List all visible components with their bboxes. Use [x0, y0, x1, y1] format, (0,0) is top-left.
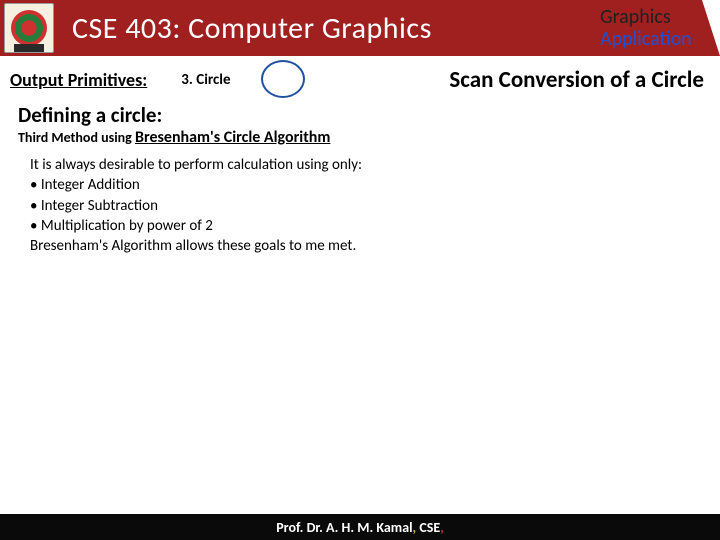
bullet-text: Integer Subtraction	[41, 197, 158, 215]
topic-label: Output Primitives:	[10, 69, 147, 91]
item-number: 3. Circle	[181, 71, 230, 89]
corner-label-line2: Application	[600, 28, 720, 50]
bullet-item: • Integer Addition	[30, 175, 702, 195]
author-dept: CSE	[416, 519, 440, 536]
bullet-item: • Integer Subtraction	[30, 196, 702, 216]
course-title: CSE 403: Computer Graphics	[72, 10, 432, 47]
author-name: Prof. Dr. A. H. M. Kamal	[276, 519, 412, 536]
section-title: Defining a circle:	[18, 102, 702, 128]
method-prefix: Third Method using	[18, 129, 135, 146]
closing-line: Bresenham's Algorithm allows these goals…	[30, 236, 702, 256]
subheader-row: Output Primitives: 3. Circle Scan Conver…	[0, 56, 720, 98]
circle-shape-icon	[261, 60, 305, 98]
university-logo	[4, 3, 54, 53]
content-area: Defining a circle: Third Method using Br…	[0, 98, 720, 256]
corner-label: Graphics Application	[600, 6, 720, 50]
intro-line: It is always desirable to perform calcul…	[30, 155, 702, 175]
logo-emblem-icon	[11, 10, 47, 46]
header-bar: CSE 403: Computer Graphics Graphics Appl…	[0, 0, 720, 56]
algorithm-name: Bresenham's Circle Algorithm	[135, 128, 330, 147]
bullet-item: • Multiplication by power of 2	[30, 216, 702, 236]
bullet-text: Integer Addition	[41, 176, 140, 194]
corner-label-line1: Graphics	[600, 6, 720, 28]
method-line: Third Method using Bresenham's Circle Al…	[18, 128, 702, 147]
footer-bar: Prof. Dr. A. H. M. Kamal, CSE,	[0, 514, 720, 540]
body-text: It is always desirable to perform calcul…	[30, 155, 702, 256]
separator-icon: ,	[440, 519, 444, 536]
slide-title: Scan Conversion of a Circle	[449, 66, 704, 94]
bullet-text: Multiplication by power of 2	[41, 217, 213, 235]
footer-author: Prof. Dr. A. H. M. Kamal, CSE,	[276, 519, 444, 536]
